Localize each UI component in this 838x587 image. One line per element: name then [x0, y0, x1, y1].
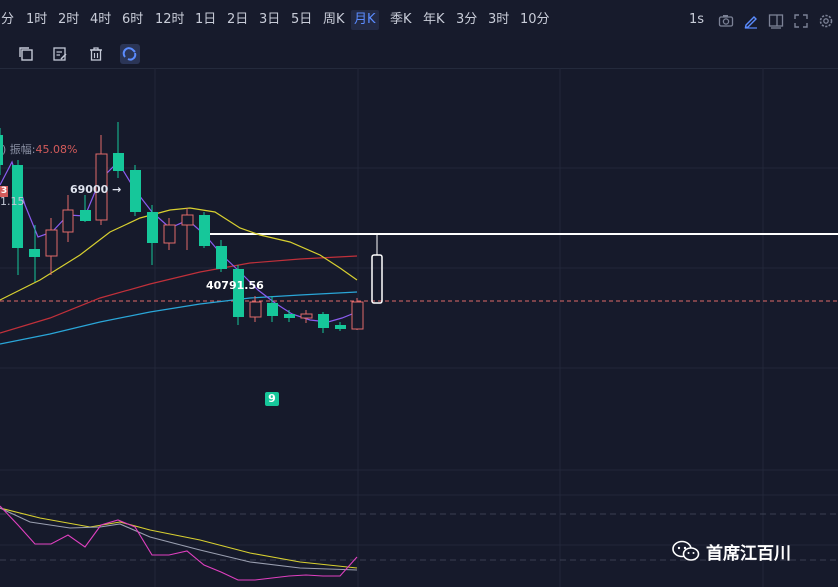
copy-icon[interactable] — [18, 46, 34, 62]
candlesticks — [0, 122, 364, 333]
left-edge-badge: 3 — [0, 186, 8, 197]
timeframe-toolbar: 分 1时 2时 4时 6时 12时 1日 2日 3日 5日 周K 月K 季K 年… — [0, 0, 838, 41]
drawing-toolbar — [0, 40, 838, 69]
oscillator-yellow-line — [0, 507, 358, 569]
ma-red-line — [0, 255, 358, 334]
timeframe-1h[interactable]: 1时 — [26, 12, 48, 27]
settings-icon[interactable] — [818, 13, 834, 29]
price-chart[interactable]: ) 振幅:45.08% 3 1.15 69000 → 40791.56 9 — [0, 68, 838, 587]
timeframe-week[interactable]: 周K — [323, 12, 345, 27]
ma-blue-line — [0, 291, 358, 345]
timeframe-season[interactable]: 季K — [390, 12, 412, 27]
left-edge-value: 1.15 — [0, 195, 25, 208]
watermark-text: 首席江百川 — [706, 543, 791, 564]
timeframe-year[interactable]: 年K — [423, 12, 445, 27]
timeframe-1m[interactable]: 分 — [1, 12, 15, 27]
level-price-label: 40791.56 — [206, 279, 264, 292]
oscillator-magenta-line — [0, 505, 358, 581]
camera-icon[interactable] — [718, 13, 734, 29]
timeframe-6h[interactable]: 6时 — [122, 12, 144, 27]
timeframe-2d[interactable]: 2日 — [227, 12, 249, 27]
timeframe-5d[interactable]: 5日 — [291, 12, 313, 27]
ma-yellow-line — [0, 207, 358, 301]
delete-icon[interactable] — [88, 46, 104, 62]
timeframe-3m[interactable]: 3分 — [456, 12, 478, 27]
timeframe-10m[interactable]: 10分 — [520, 12, 550, 27]
magnet-icon[interactable] — [120, 44, 140, 64]
timeframe-month[interactable]: 月K — [351, 10, 379, 30]
timeframe-2h[interactable]: 2时 — [58, 12, 80, 27]
watermark: 首席江百川 — [672, 538, 791, 564]
expand-icon[interactable] — [793, 13, 809, 29]
high-price-label: 69000 → — [70, 183, 122, 196]
wechat-icon — [672, 540, 700, 561]
signal-count-badge: 9 — [265, 392, 279, 406]
timeframe-3d[interactable]: 3日 — [259, 12, 281, 27]
edit-note-icon[interactable] — [52, 46, 68, 62]
interval-selector[interactable]: 1s — [689, 12, 705, 27]
amplitude-readout: ) 振幅:45.08% — [2, 143, 78, 156]
timeframe-1d[interactable]: 1日 — [195, 12, 217, 27]
oscillator-gray-line — [0, 507, 358, 571]
chart-canvas — [0, 68, 838, 587]
timeframe-12h[interactable]: 12时 — [155, 12, 185, 27]
pen-icon[interactable] — [743, 13, 759, 29]
timeframe-3h[interactable]: 3时 — [488, 12, 510, 27]
timeframe-4h[interactable]: 4时 — [90, 12, 112, 27]
window-icon[interactable] — [768, 13, 784, 29]
